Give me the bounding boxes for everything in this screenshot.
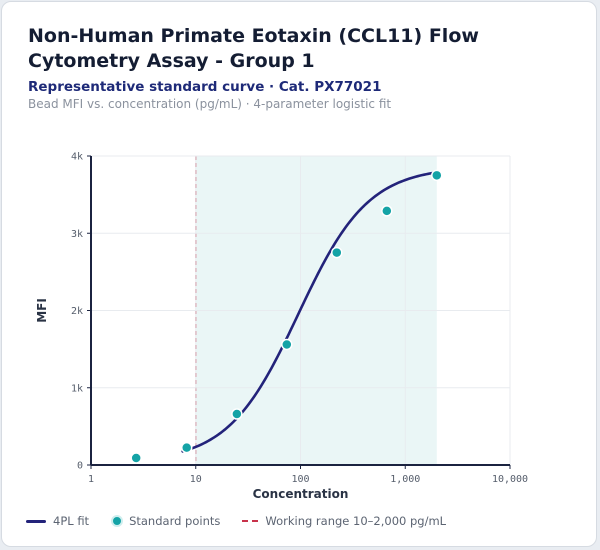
x-tick-label: 1,000 — [390, 474, 420, 485]
standard-point — [431, 169, 443, 182]
legend-item-fit[interactable]: 4PL fit — [26, 514, 89, 528]
legend-label-fit: 4PL fit — [53, 514, 90, 528]
standard-point — [130, 452, 142, 464]
standard-points-layer — [130, 169, 443, 464]
x-tick-label: 10,000 — [492, 474, 528, 485]
standard-point — [381, 205, 393, 217]
fit-curve-layer — [181, 171, 439, 453]
standard-point — [281, 338, 293, 351]
y-tick-label: 4k — [71, 152, 83, 163]
legend-line-swatch — [26, 519, 46, 523]
legend-dash-swatch — [242, 520, 259, 522]
chart-subtitle: Representative standard curve · Cat. PX7… — [28, 79, 382, 95]
x-axis-label: Concentration — [253, 487, 349, 501]
y-tick-label: 1k — [71, 383, 83, 394]
legend-dot-swatch — [111, 515, 124, 527]
chart-title: Non-Human Primate Eotaxin (CCL11) Flow C… — [28, 25, 479, 72]
axes — [87, 155, 511, 469]
legend-item-range[interactable]: Working range 10–2,000 pg/mL — [242, 514, 446, 528]
standard-point — [180, 441, 193, 454]
y-tick-label: 3k — [71, 229, 83, 240]
y-axis-label: MFI — [35, 298, 49, 323]
x-tick-label: 10 — [190, 474, 202, 485]
chart-note: Bead MFI vs. concentration (pg/mL) · 4-p… — [28, 97, 392, 111]
y-tick-label: 2k — [71, 306, 83, 317]
x-tick-label: 1 — [88, 474, 94, 485]
standard-point — [231, 408, 243, 420]
legend-label-range: Working range 10–2,000 pg/mL — [265, 514, 447, 528]
legend-label-points: Standard points — [129, 514, 221, 528]
x-tick-label: 100 — [291, 474, 309, 485]
legend-item-points[interactable]: Standard points — [111, 514, 220, 528]
y-tick-label: 0 — [77, 461, 83, 472]
legend: 4PL fit Standard points Working range 10… — [26, 512, 468, 530]
tick-labels: 1 10 100 1,000 10,000 0 1k 2k 3k 4k — [71, 152, 528, 486]
standard-point — [331, 246, 343, 259]
fit-curve — [181, 171, 439, 453]
